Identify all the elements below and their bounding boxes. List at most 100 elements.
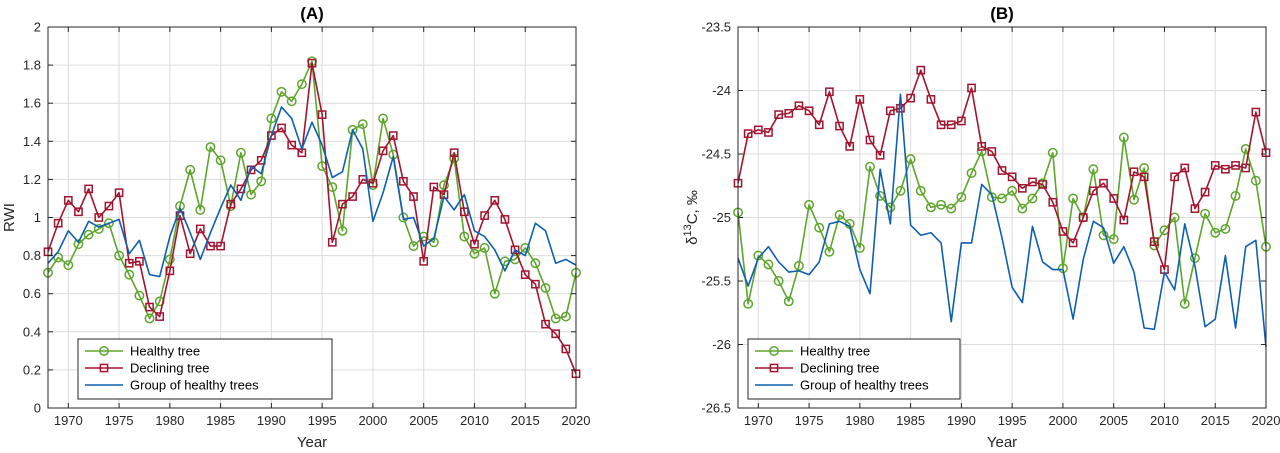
data-point-declining: [307, 58, 317, 68]
data-point-healthy: [915, 185, 926, 196]
data-point-healthy: [1047, 147, 1058, 158]
data-point-declining: [1210, 161, 1220, 170]
legend-marker: [99, 363, 109, 373]
data-point-declining: [1170, 172, 1179, 182]
data-point-healthy: [1068, 193, 1079, 204]
data-point-declining: [561, 344, 571, 354]
data-point-healthy: [997, 193, 1007, 204]
data-point-declining: [74, 207, 83, 217]
data-point-healthy: [1108, 234, 1119, 245]
legend-item-healthy: Healthy tree: [85, 344, 200, 359]
data-point-declining: [804, 106, 814, 116]
x-tick-label: 1970: [744, 413, 773, 428]
x-tick-label: 1985: [896, 413, 925, 428]
x-tick-label: 2005: [1099, 413, 1128, 428]
data-point-declining: [114, 188, 124, 198]
data-point-declining: [327, 237, 337, 247]
legend-item-group: Group of healthy trees: [85, 378, 259, 393]
data-point-declining: [764, 128, 773, 137]
data-point-declining: [845, 142, 855, 151]
data-point-declining: [784, 109, 794, 118]
data-point-declining: [926, 95, 936, 104]
data-point-healthy: [195, 204, 206, 215]
data-point-declining: [1007, 172, 1017, 182]
legend: Healthy tree Declining tree Group of healt…: [747, 338, 961, 400]
y-tick-label: 1: [34, 210, 41, 225]
data-point-healthy: [925, 202, 936, 213]
legend-box: [747, 338, 961, 400]
data-point-healthy: [895, 185, 906, 196]
y-tick-label: 1.8: [23, 58, 41, 73]
legend-label: Declining tree: [800, 361, 880, 376]
data-point-declining: [1119, 215, 1129, 225]
data-point-declining: [977, 142, 987, 151]
data-point-healthy: [946, 203, 957, 214]
series-group: [47, 106, 577, 278]
y-axis-label: δ13C, ‰: [682, 190, 701, 245]
data-point-healthy: [1017, 203, 1028, 214]
data-point-declining: [551, 329, 561, 339]
data-point-declining: [1221, 164, 1230, 174]
data-point-healthy: [246, 189, 257, 200]
legend-label: Group of healthy trees: [800, 378, 929, 393]
data-point-declining: [490, 196, 500, 205]
y-tick-label: 0.6: [23, 286, 41, 301]
data-point-healthy: [286, 96, 297, 107]
data-point-declining: [1028, 177, 1037, 187]
series-healthy: [43, 56, 581, 324]
series-declining: [43, 58, 581, 379]
x-tick-label: 2015: [1201, 413, 1230, 428]
x-tick-label: 1985: [206, 413, 235, 428]
data-point-declining: [1251, 107, 1261, 117]
series-healthy: [733, 132, 1271, 309]
data-point-healthy: [834, 210, 845, 220]
data-point-declining: [1048, 197, 1058, 207]
y-tick-label: 0.8: [23, 248, 41, 263]
data-point-declining: [226, 199, 236, 209]
data-point-declining: [459, 207, 469, 217]
y-tick-label: -26: [712, 337, 731, 352]
data-point-declining: [135, 256, 144, 266]
data-point-declining: [774, 110, 783, 119]
data-point-declining: [124, 258, 134, 268]
data-point-declining: [53, 218, 63, 228]
data-point-declining: [520, 270, 530, 279]
chart-title: (B): [990, 4, 1014, 23]
x-tick-label: 2000: [358, 413, 387, 428]
data-point-declining: [1149, 237, 1159, 246]
data-point-declining: [967, 83, 976, 93]
data-point-declining: [1190, 204, 1200, 213]
data-point-healthy: [489, 288, 500, 299]
data-point-declining: [449, 148, 459, 158]
y-tick-label: -24: [712, 83, 731, 98]
data-point-declining: [743, 129, 753, 139]
data-point-declining: [470, 239, 479, 249]
data-point-healthy: [266, 113, 277, 124]
chart-title: (A): [300, 4, 324, 23]
data-point-healthy: [296, 79, 307, 90]
y-axis-label: RWI: [1, 203, 18, 232]
data-point-healthy: [1189, 253, 1200, 264]
data-point-healthy: [773, 276, 784, 286]
legend-marker: [769, 346, 779, 356]
series-line-healthy: [47, 60, 577, 320]
data-point-healthy: [1098, 230, 1109, 241]
data-point-healthy: [256, 176, 267, 187]
data-point-healthy: [134, 290, 145, 301]
data-point-declining: [104, 201, 114, 211]
data-point-declining: [1241, 163, 1251, 173]
data-point-healthy: [1200, 208, 1211, 219]
data-point-healthy: [854, 243, 865, 253]
data-point-healthy: [398, 212, 409, 223]
y-tick-label: 1.4: [23, 134, 41, 149]
data-point-declining: [1200, 187, 1210, 197]
data-point-healthy: [83, 229, 94, 240]
data-point-declining: [1099, 178, 1108, 188]
data-point-healthy: [956, 192, 967, 203]
data-point-healthy: [1220, 223, 1231, 234]
data-point-healthy: [885, 202, 896, 213]
data-point-healthy: [783, 296, 794, 307]
panel-b: 1970 1975 1980 1985 1990 1995 2000 2005 2010 2015…: [682, 4, 1280, 451]
data-point-declining: [388, 131, 398, 140]
data-point-declining: [510, 245, 520, 255]
